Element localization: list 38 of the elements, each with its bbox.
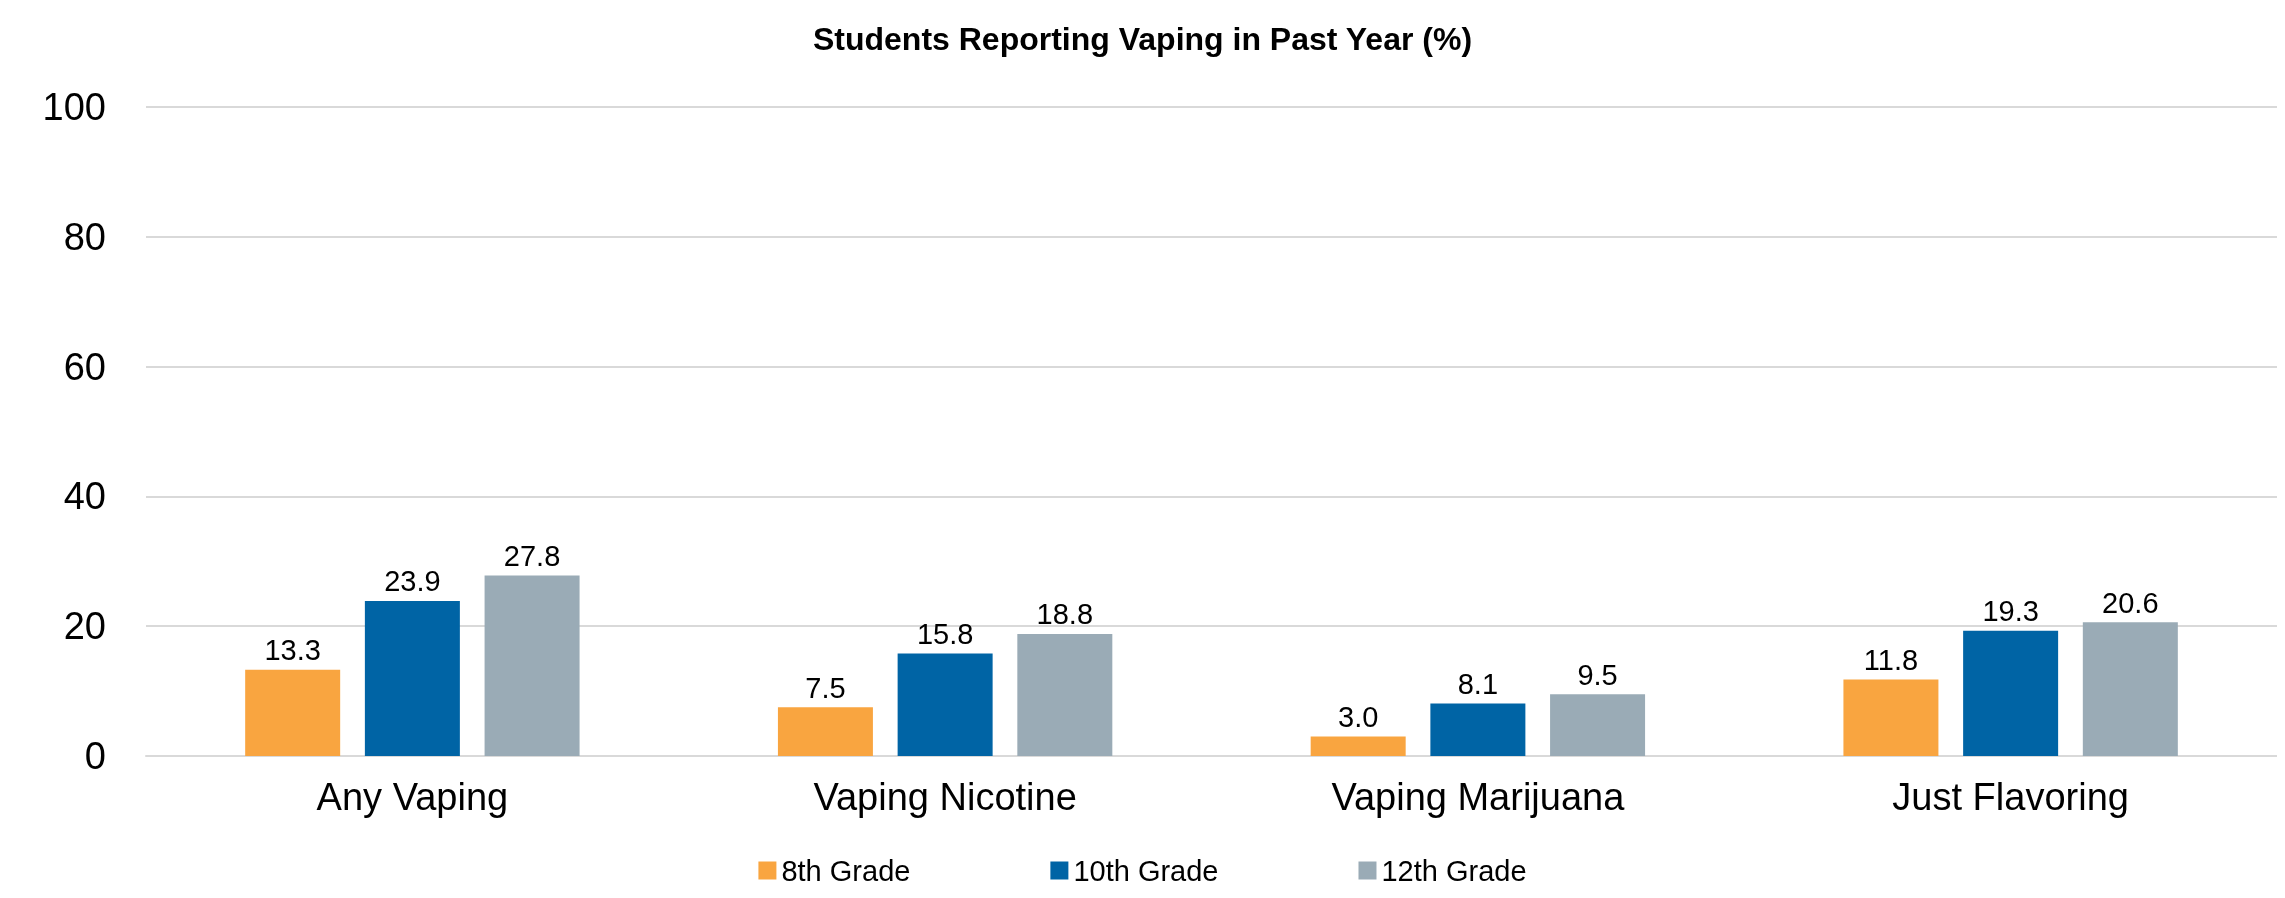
y-tick-label: 0	[84, 735, 106, 777]
x-tick-label: Any Vaping	[316, 776, 509, 818]
bar	[1017, 633, 1113, 756]
bar	[777, 707, 873, 756]
y-tick-label: 100	[42, 86, 106, 128]
bar	[2082, 622, 2178, 756]
legend-label: 12th Grade	[1381, 854, 1527, 887]
bar	[1550, 694, 1646, 756]
x-tick-label: Vaping Marijuana	[1331, 776, 1626, 818]
bar	[1310, 736, 1406, 756]
data-label: 8.1	[1457, 667, 1499, 700]
bar	[897, 653, 993, 756]
y-tick-label: 80	[63, 215, 106, 258]
data-label: 11.8	[1863, 643, 1919, 676]
bar	[245, 669, 341, 756]
bar	[484, 575, 580, 756]
data-label: 23.9	[384, 565, 441, 598]
bar	[1430, 703, 1526, 756]
y-tick-label: 20	[63, 605, 106, 648]
y-tick-label: 60	[63, 345, 106, 388]
data-label: 15.8	[916, 617, 974, 650]
bar	[364, 600, 460, 756]
bar	[1963, 630, 2059, 756]
data-label: 7.5	[805, 671, 846, 704]
y-tick-label: 40	[63, 475, 106, 518]
data-label: 18.8	[1036, 598, 1094, 631]
legend-label: 8th Grade	[781, 854, 911, 887]
x-tick-label: Just Flavoring	[1892, 776, 2129, 818]
data-label: 27.8	[503, 540, 561, 573]
bar	[1843, 679, 1939, 756]
legend-label: 10th Grade	[1073, 854, 1219, 887]
chart-title: Students Reporting Vaping in Past Year (%)	[812, 21, 1473, 57]
data-label: 3.0	[1338, 701, 1379, 734]
data-label: 9.5	[1577, 658, 1618, 691]
x-tick-label: Vaping Nicotine	[813, 776, 1077, 818]
data-label: 19.3	[1982, 595, 2039, 628]
data-label: 20.6	[2102, 586, 2159, 619]
data-label: 13.3	[264, 634, 321, 667]
